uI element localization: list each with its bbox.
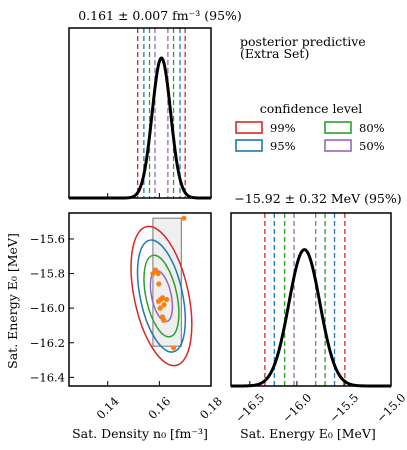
scatter-point [181, 215, 187, 221]
scatter-point [155, 270, 161, 277]
legend-swatch-50 [324, 139, 352, 152]
n0-marginal-frame [68, 27, 212, 199]
joint-frame [68, 212, 212, 387]
legend-swatch-80 [324, 121, 352, 134]
joint-y-label: Sat. Energy E₀ [MeV] [5, 233, 20, 369]
joint-x-tick-label: 0.16 [145, 394, 173, 422]
scatter-point [150, 270, 156, 277]
E0-x-ticks: −16.5 −16.0 −15.5 −15.0 [232, 381, 407, 425]
joint-y-ticks: −16.4 −16.2 −16.0 −15.8 −15.6 [30, 232, 74, 384]
scatter-point [161, 317, 167, 323]
joint-x-tick-label: 0.14 [94, 394, 122, 422]
joint-x-ticks: 0.14 0.16 0.18 [94, 381, 225, 422]
scatter-points [150, 215, 187, 351]
E0-marginal-frame [230, 212, 392, 387]
joint-y-tick-label: −16.2 [30, 336, 65, 350]
joint-x-tick-label: 0.18 [197, 394, 225, 422]
n0-marginal-title: 0.161 ± 0.007 fm⁻³ (95%) [78, 8, 242, 23]
ellipse-99 [130, 225, 193, 367]
E0-x-label: Sat. Energy E₀ [MeV] [240, 426, 376, 441]
E0-x-tick-label: −16.0 [279, 391, 314, 426]
joint-y-tick-label: −15.8 [30, 267, 65, 281]
legend-swatch-99 [235, 121, 263, 134]
legend-label-99: 99% [270, 121, 296, 135]
E0-interval-lines [264, 213, 346, 386]
E0-posterior-curve [231, 248, 391, 388]
E0-marginal-panel: −15.92 ± 0.32 MeV (95%) −16.5 −16.0 −15.5−… [230, 191, 407, 441]
joint-y-tick-label: −15.6 [30, 232, 65, 246]
n0-interval-lines [107, 28, 212, 198]
n0-posterior-curve [69, 56, 211, 200]
legend: posterior predictive (Extra Set) confide… [235, 34, 385, 153]
E0-x-tick-label: −15.5 [327, 391, 362, 426]
legend-header-line2: (Extra Set) [240, 46, 309, 61]
scatter-point [163, 296, 170, 303]
scatter-point [159, 295, 166, 301]
E0-marginal-title: −15.92 ± 0.32 MeV (95%) [234, 191, 401, 206]
legend-swatch-95 [235, 139, 263, 152]
legend-label-50: 50% [359, 139, 385, 153]
ellipse-95 [136, 239, 187, 353]
legend-label-80: 80% [359, 121, 385, 135]
scatter-point [157, 305, 163, 311]
legend-label-95: 95% [270, 139, 296, 153]
legend-items: 99% 80% 95% 50% [235, 121, 385, 153]
joint-y-tick-label: −16.4 [30, 370, 65, 384]
E0-x-tick-label: −15.0 [374, 391, 407, 426]
scatter-point [161, 302, 167, 308]
joint-y-tick-label: −16.0 [30, 301, 65, 315]
scatter-point [170, 345, 177, 351]
joint-x-label: Sat. Density n₀ [fm⁻³] [72, 426, 208, 441]
joint-panel: 0.14 0.16 0.18 −16.4 −16.2 −16.0 −15.8 −15.6 S… [5, 212, 225, 441]
legend-title: confidence level [260, 101, 363, 116]
scatter-point [156, 281, 162, 287]
legend-header-line1: posterior predictive [240, 34, 366, 49]
ellipse-80 [143, 254, 180, 338]
n0-marginal-panel: 0.161 ± 0.007 fm⁻³ (95%) [68, 8, 242, 200]
scatter-point [155, 298, 162, 304]
E0-x-tick-label: −16.5 [232, 391, 267, 426]
